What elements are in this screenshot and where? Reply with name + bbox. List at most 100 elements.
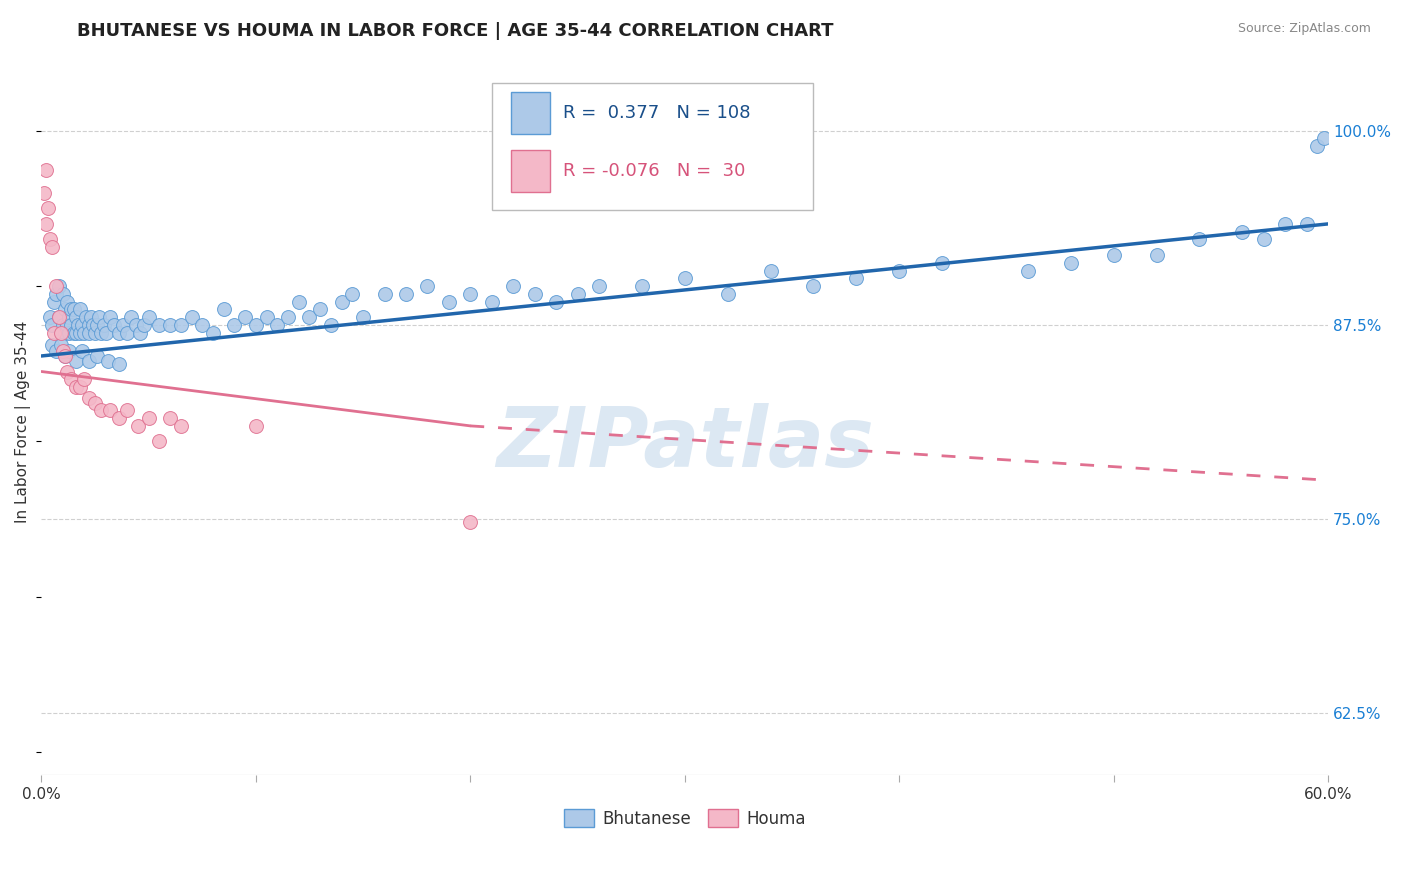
- Point: [77, 353, 100, 368]
- Point: [93, 318, 115, 332]
- Point: [631, 279, 654, 293]
- Point: [69, 380, 91, 394]
- Point: [35, 162, 58, 177]
- Point: [460, 515, 482, 529]
- Point: [45, 279, 67, 293]
- Point: [45, 344, 67, 359]
- Point: [41, 338, 63, 352]
- Point: [86, 318, 108, 332]
- Point: [889, 263, 911, 277]
- Point: [416, 279, 439, 293]
- Point: [66, 318, 89, 332]
- Point: [52, 286, 75, 301]
- Legend: Bhutanese, Houma: Bhutanese, Houma: [557, 803, 813, 834]
- Point: [129, 326, 152, 340]
- Point: [39, 310, 62, 325]
- Point: [65, 353, 87, 368]
- Point: [103, 318, 125, 332]
- Point: [65, 380, 87, 394]
- Point: [1017, 263, 1039, 277]
- Point: [245, 418, 267, 433]
- Point: [45, 286, 67, 301]
- Point: [212, 302, 235, 317]
- Point: [201, 326, 224, 340]
- Point: [44, 294, 66, 309]
- Point: [277, 310, 299, 325]
- Point: [37, 202, 59, 216]
- Y-axis label: In Labor Force | Age 35-44: In Labor Force | Age 35-44: [15, 321, 31, 524]
- Point: [65, 310, 87, 325]
- Point: [58, 326, 80, 340]
- Point: [44, 326, 66, 340]
- Point: [84, 326, 107, 340]
- Point: [94, 326, 117, 340]
- Point: [52, 318, 75, 332]
- Point: [673, 271, 696, 285]
- FancyBboxPatch shape: [510, 150, 550, 193]
- Point: [56, 364, 79, 378]
- Point: [41, 240, 63, 254]
- Point: [845, 271, 868, 285]
- Point: [460, 286, 482, 301]
- Point: [77, 326, 100, 340]
- Point: [759, 263, 782, 277]
- Point: [107, 411, 129, 425]
- Point: [41, 318, 63, 332]
- Text: R = -0.076   N =  30: R = -0.076 N = 30: [562, 162, 745, 180]
- Text: Source: ZipAtlas.com: Source: ZipAtlas.com: [1237, 22, 1371, 36]
- Point: [82, 318, 104, 332]
- Point: [98, 310, 121, 325]
- Point: [1188, 232, 1211, 246]
- FancyBboxPatch shape: [492, 83, 814, 210]
- Point: [803, 279, 825, 293]
- Point: [931, 256, 953, 270]
- Point: [75, 310, 97, 325]
- Point: [115, 403, 138, 417]
- Point: [58, 310, 80, 325]
- Point: [107, 357, 129, 371]
- Point: [395, 286, 418, 301]
- Point: [53, 302, 76, 317]
- Point: [48, 310, 70, 325]
- Point: [588, 279, 610, 293]
- Point: [159, 318, 181, 332]
- Point: [523, 286, 546, 301]
- Point: [86, 349, 108, 363]
- Point: [49, 338, 72, 352]
- Point: [342, 286, 364, 301]
- Point: [98, 403, 121, 417]
- Point: [39, 232, 62, 246]
- Point: [374, 286, 396, 301]
- Point: [107, 326, 129, 340]
- Point: [567, 286, 589, 301]
- Point: [77, 391, 100, 405]
- Point: [1295, 217, 1317, 231]
- Point: [127, 418, 149, 433]
- Point: [69, 302, 91, 317]
- Point: [170, 318, 193, 332]
- Point: [60, 318, 83, 332]
- Point: [1060, 256, 1083, 270]
- Point: [138, 411, 160, 425]
- Point: [73, 326, 96, 340]
- Point: [69, 326, 91, 340]
- Point: [1232, 225, 1254, 239]
- Point: [56, 318, 79, 332]
- Point: [35, 217, 58, 231]
- Point: [245, 318, 267, 332]
- Point: [233, 310, 256, 325]
- Point: [90, 326, 112, 340]
- Point: [115, 326, 138, 340]
- Point: [48, 279, 70, 293]
- Point: [1146, 248, 1168, 262]
- Point: [717, 286, 740, 301]
- Point: [77, 318, 100, 332]
- Point: [138, 310, 160, 325]
- Point: [1102, 248, 1125, 262]
- Point: [148, 318, 170, 332]
- Point: [309, 302, 332, 317]
- Point: [90, 403, 112, 417]
- Text: ZIPatlas: ZIPatlas: [496, 402, 873, 483]
- Point: [1253, 232, 1275, 246]
- Point: [60, 302, 83, 317]
